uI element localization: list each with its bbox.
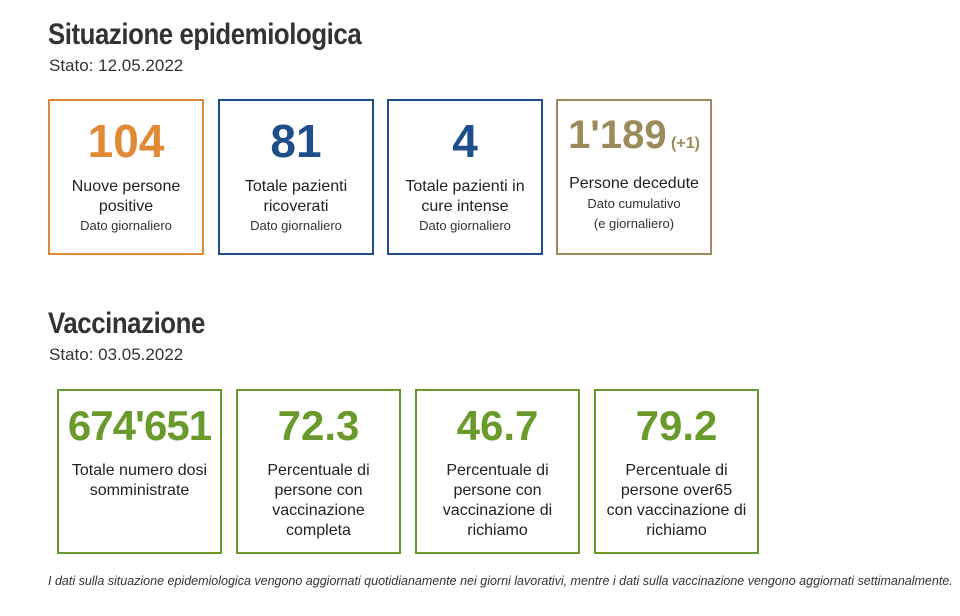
card-label: Percentuale di persone con vaccinazione … [267,462,370,539]
section-title-epidemiologica: Situazione epidemiologica [48,18,362,51]
epi-stato-date: Stato: 12.05.2022 [49,56,184,75]
vacc-stato-date: Stato: 03.05.2022 [49,345,184,364]
card-total-doses: 674'651 Totale numero dosi somministrate [57,389,222,554]
card-booster-vaccination: 46.7 Percentuale di persone con vaccinaz… [415,389,580,554]
card-value: 1'189 [568,113,667,157]
card-new-positives: 104 Nuove persone positive Dato giornali… [48,99,204,255]
card-label: Persone decedute [569,175,699,192]
card-deaths: 1'189 (+1) Persone decedute Dato cumulat… [556,99,712,255]
card-sub: Dato giornaliero [250,218,342,233]
card-label: Totale pazienti ricoverati [244,178,348,215]
card-over65-booster: 79.2 Percentuale di persone over65 con v… [594,389,759,554]
footer-note: I dati sulla situazione epidemiologica v… [48,574,953,588]
card-complete-vaccination: 72.3 Percentuale di persone con vaccinaz… [236,389,401,554]
card-label: Percentuale di persone over65 con vaccin… [606,462,747,539]
card-hospitalized: 81 Totale pazienti ricoverati Dato giorn… [218,99,374,255]
card-sub: Dato giornaliero [80,218,172,233]
card-label: Percentuale di persone con vaccinazione … [442,462,553,539]
card-value: 104 [87,115,165,167]
card-value: 4 [452,115,478,167]
card-sub: Dato cumulativo [587,196,681,211]
card-value: 674'651 [67,402,212,449]
card-value: 46.7 [456,402,539,449]
card-label: Nuove persone positive [71,178,181,215]
card-value: 81 [270,115,322,167]
card-label: Totale pazienti in cure intense [405,178,525,215]
card-value: 72.3 [277,402,360,449]
card-delta: (+1) [671,135,700,152]
card-sub: Dato giornaliero [419,218,511,233]
card-intensive-care: 4 Totale pazienti in cure intense Dato g… [387,99,543,255]
section-title-vaccinazione: Vaccinazione [48,307,205,340]
card-value: 79.2 [635,402,718,449]
card-sub-2: (e giornaliero) [593,216,675,231]
card-label: Totale numero dosi somministrate [71,462,208,499]
